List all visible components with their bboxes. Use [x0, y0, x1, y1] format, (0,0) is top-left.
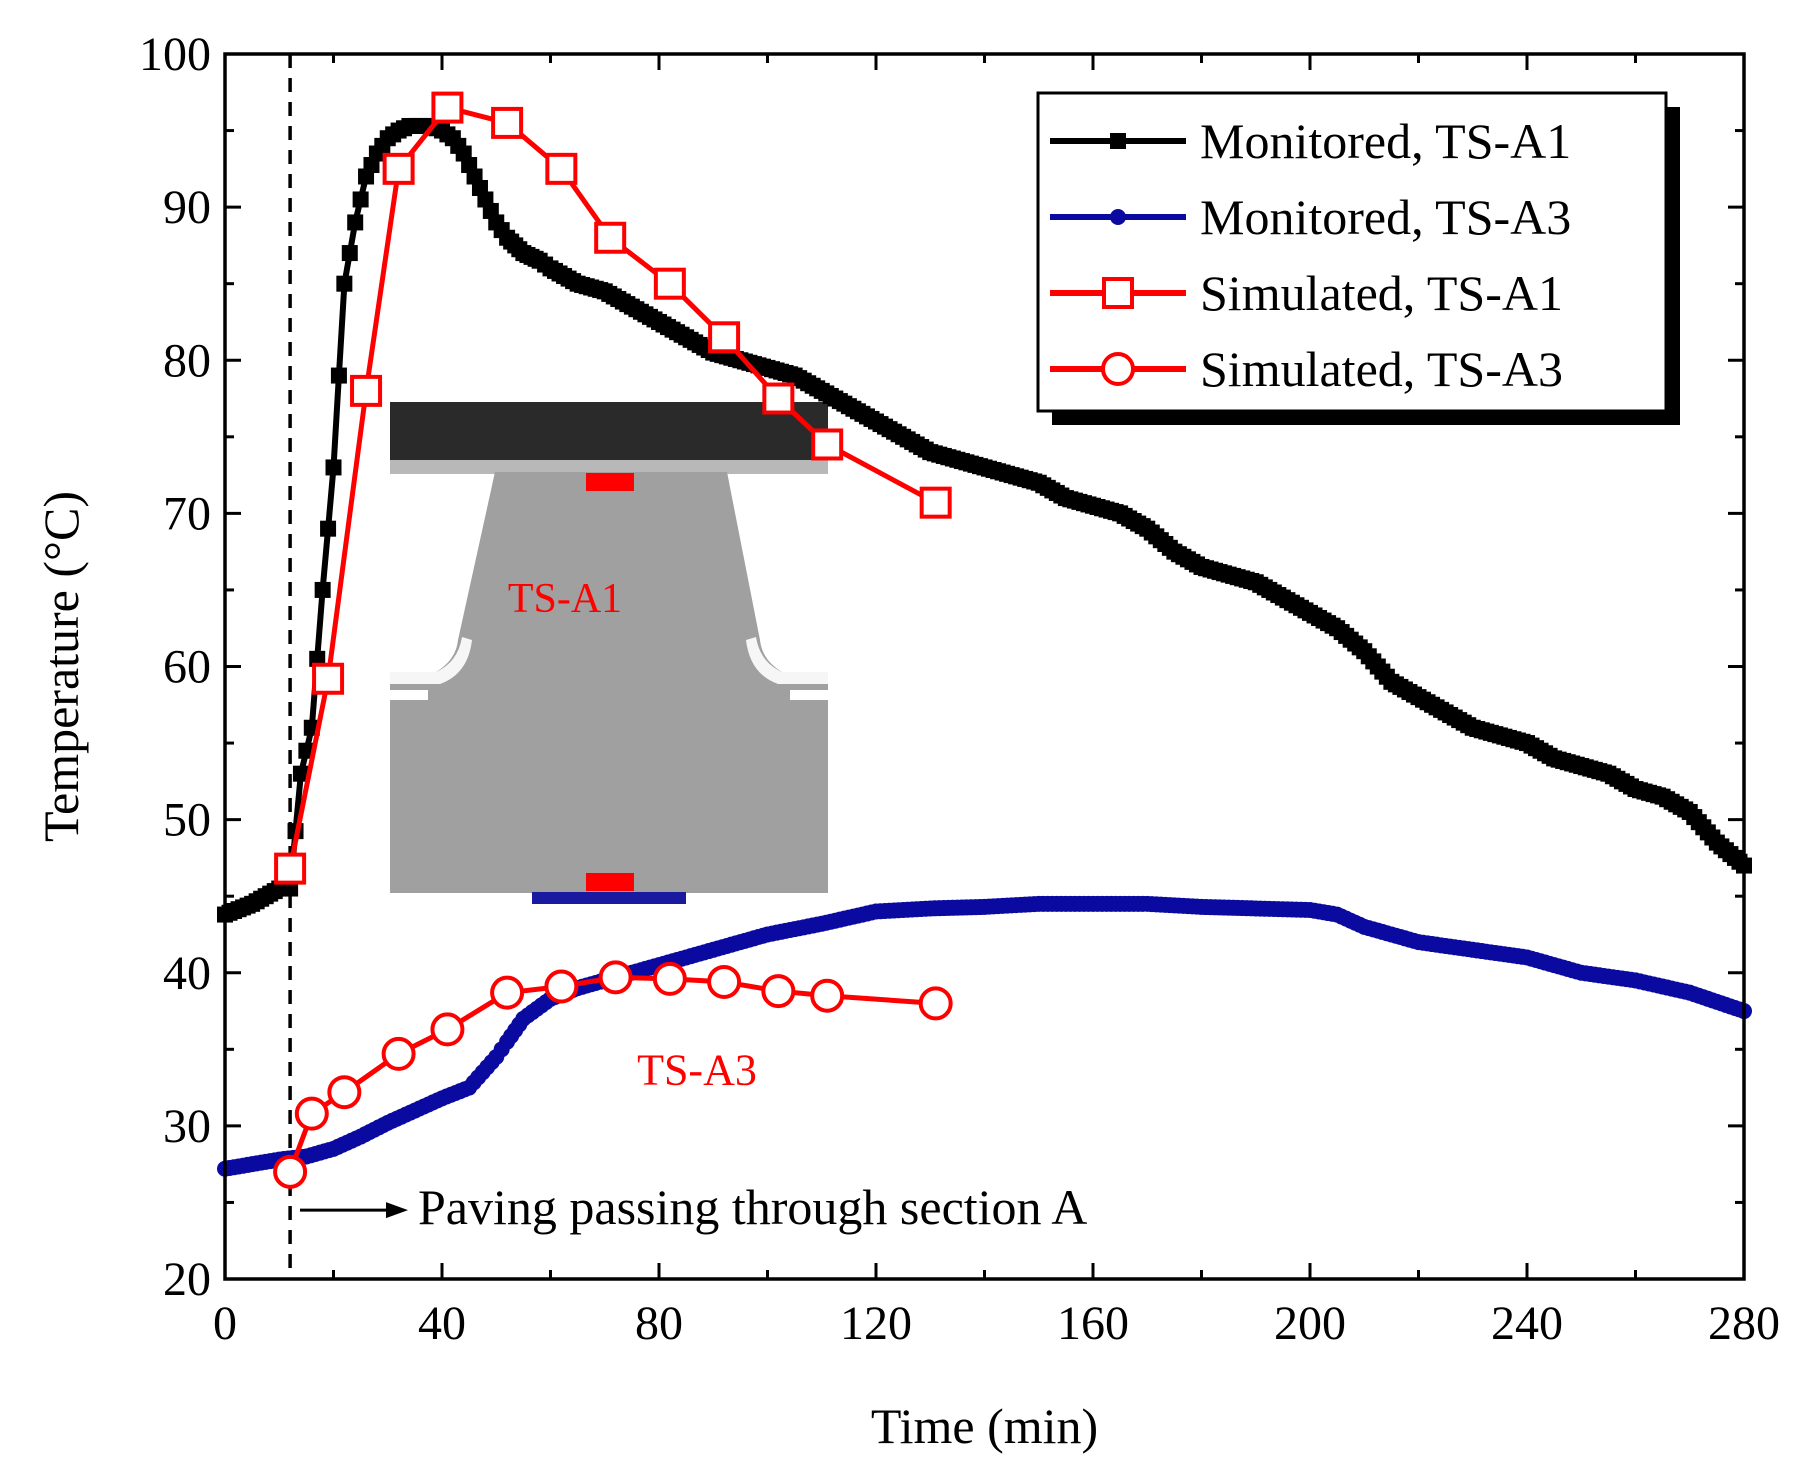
inset-deck-underlay [390, 460, 828, 474]
series-0 [217, 117, 1752, 923]
inset-base-plate [532, 892, 686, 904]
inset-fillet-right [746, 637, 828, 684]
legend-label: Simulated, TS-A3 [1200, 341, 1563, 397]
data-point [491, 106, 524, 139]
inset-deck [390, 402, 828, 462]
legend-label: Monitored, TS-A1 [1200, 113, 1571, 169]
legend-marker [1110, 209, 1126, 225]
cross-section-inset: TS-A1 [390, 402, 828, 904]
data-point [294, 1096, 329, 1131]
x-tick-label: 0 [213, 1297, 237, 1350]
x-axis-label: Time (min) [871, 1398, 1098, 1454]
annotation-paving: Paving passing through section A [418, 1179, 1087, 1235]
data-point [341, 245, 358, 262]
y-tick-label: 100 [139, 28, 211, 81]
y-tick-label: 80 [163, 334, 211, 387]
legend-box [1036, 91, 1668, 413]
data-point [292, 765, 309, 782]
x-tick-label: 280 [1708, 1297, 1780, 1350]
data-point [762, 382, 795, 415]
data-point [325, 459, 342, 476]
series-layer [217, 91, 1752, 1189]
data-point [594, 221, 627, 254]
data-point [350, 374, 383, 407]
legend-label: Monitored, TS-A3 [1200, 189, 1571, 245]
legend-label: Simulated, TS-A1 [1200, 265, 1563, 321]
data-point [918, 986, 953, 1021]
plot-border [223, 52, 1746, 1281]
data-point [273, 1154, 308, 1189]
y-tick-label: 90 [163, 181, 211, 234]
legend: Monitored, TS-A1 Monitored, TS-A3 Simulate… [1036, 91, 1680, 425]
data-point [274, 852, 307, 885]
data-point [382, 152, 415, 185]
legend-marker [1102, 277, 1134, 309]
x-tick-label: 160 [1057, 1297, 1129, 1350]
y-tick-label: 40 [163, 947, 211, 1000]
data-point [707, 964, 742, 999]
data-point [347, 214, 364, 231]
data-point [490, 975, 525, 1010]
data-point [320, 520, 337, 537]
inset-web-body [390, 472, 828, 893]
data-point [430, 1012, 465, 1047]
data-point [327, 1075, 362, 1110]
x-tick-label: 240 [1491, 1297, 1563, 1350]
data-point [810, 978, 845, 1013]
y-axis-label: Temperature (°C) [33, 491, 89, 842]
x-tick-label: 40 [418, 1297, 466, 1350]
inset-fillet-left [390, 637, 472, 684]
data-point [811, 428, 844, 461]
data-point [652, 961, 687, 996]
inset-sensor-top [586, 473, 634, 491]
x-tick-label: 80 [635, 1297, 683, 1350]
x-tick-label: 120 [840, 1297, 912, 1350]
data-point [336, 275, 353, 292]
y-tick-label: 50 [163, 794, 211, 847]
data-point [314, 581, 331, 598]
plot-frame [223, 52, 1746, 1281]
annotation-layer: Paving passing through section A TS-A3 [300, 1045, 1087, 1235]
data-point [545, 152, 578, 185]
data-point [330, 367, 347, 384]
series-2 [274, 91, 952, 885]
data-point [352, 191, 369, 208]
axes-layer: 0 40 80 120 160 200 240 280 20 30 40 50 60 70 80 90 100 T… [33, 28, 1780, 1454]
x-tick-label: 200 [1274, 1297, 1346, 1350]
data-point [708, 321, 741, 354]
inset-label-ts-a1: TS-A1 [508, 576, 622, 622]
data-point [312, 662, 345, 695]
data-point [381, 1036, 416, 1071]
y-tick-label: 20 [163, 1253, 211, 1306]
data-point [761, 974, 796, 1009]
inset-sensor-bottom [586, 873, 634, 891]
data-point [919, 486, 952, 519]
data-point [598, 960, 633, 995]
data-point [431, 91, 464, 124]
series-3 [273, 960, 953, 1189]
y-tick-label: 30 [163, 1100, 211, 1153]
legend-marker [1101, 352, 1135, 386]
data-point [653, 267, 686, 300]
y-tick-label: 60 [163, 641, 211, 694]
y-tick-label: 70 [163, 487, 211, 540]
legend-marker [1110, 133, 1126, 149]
annotation-ts-a3: TS-A3 [637, 1045, 757, 1094]
data-point [544, 969, 579, 1004]
annotation-arrowhead [386, 1202, 408, 1219]
